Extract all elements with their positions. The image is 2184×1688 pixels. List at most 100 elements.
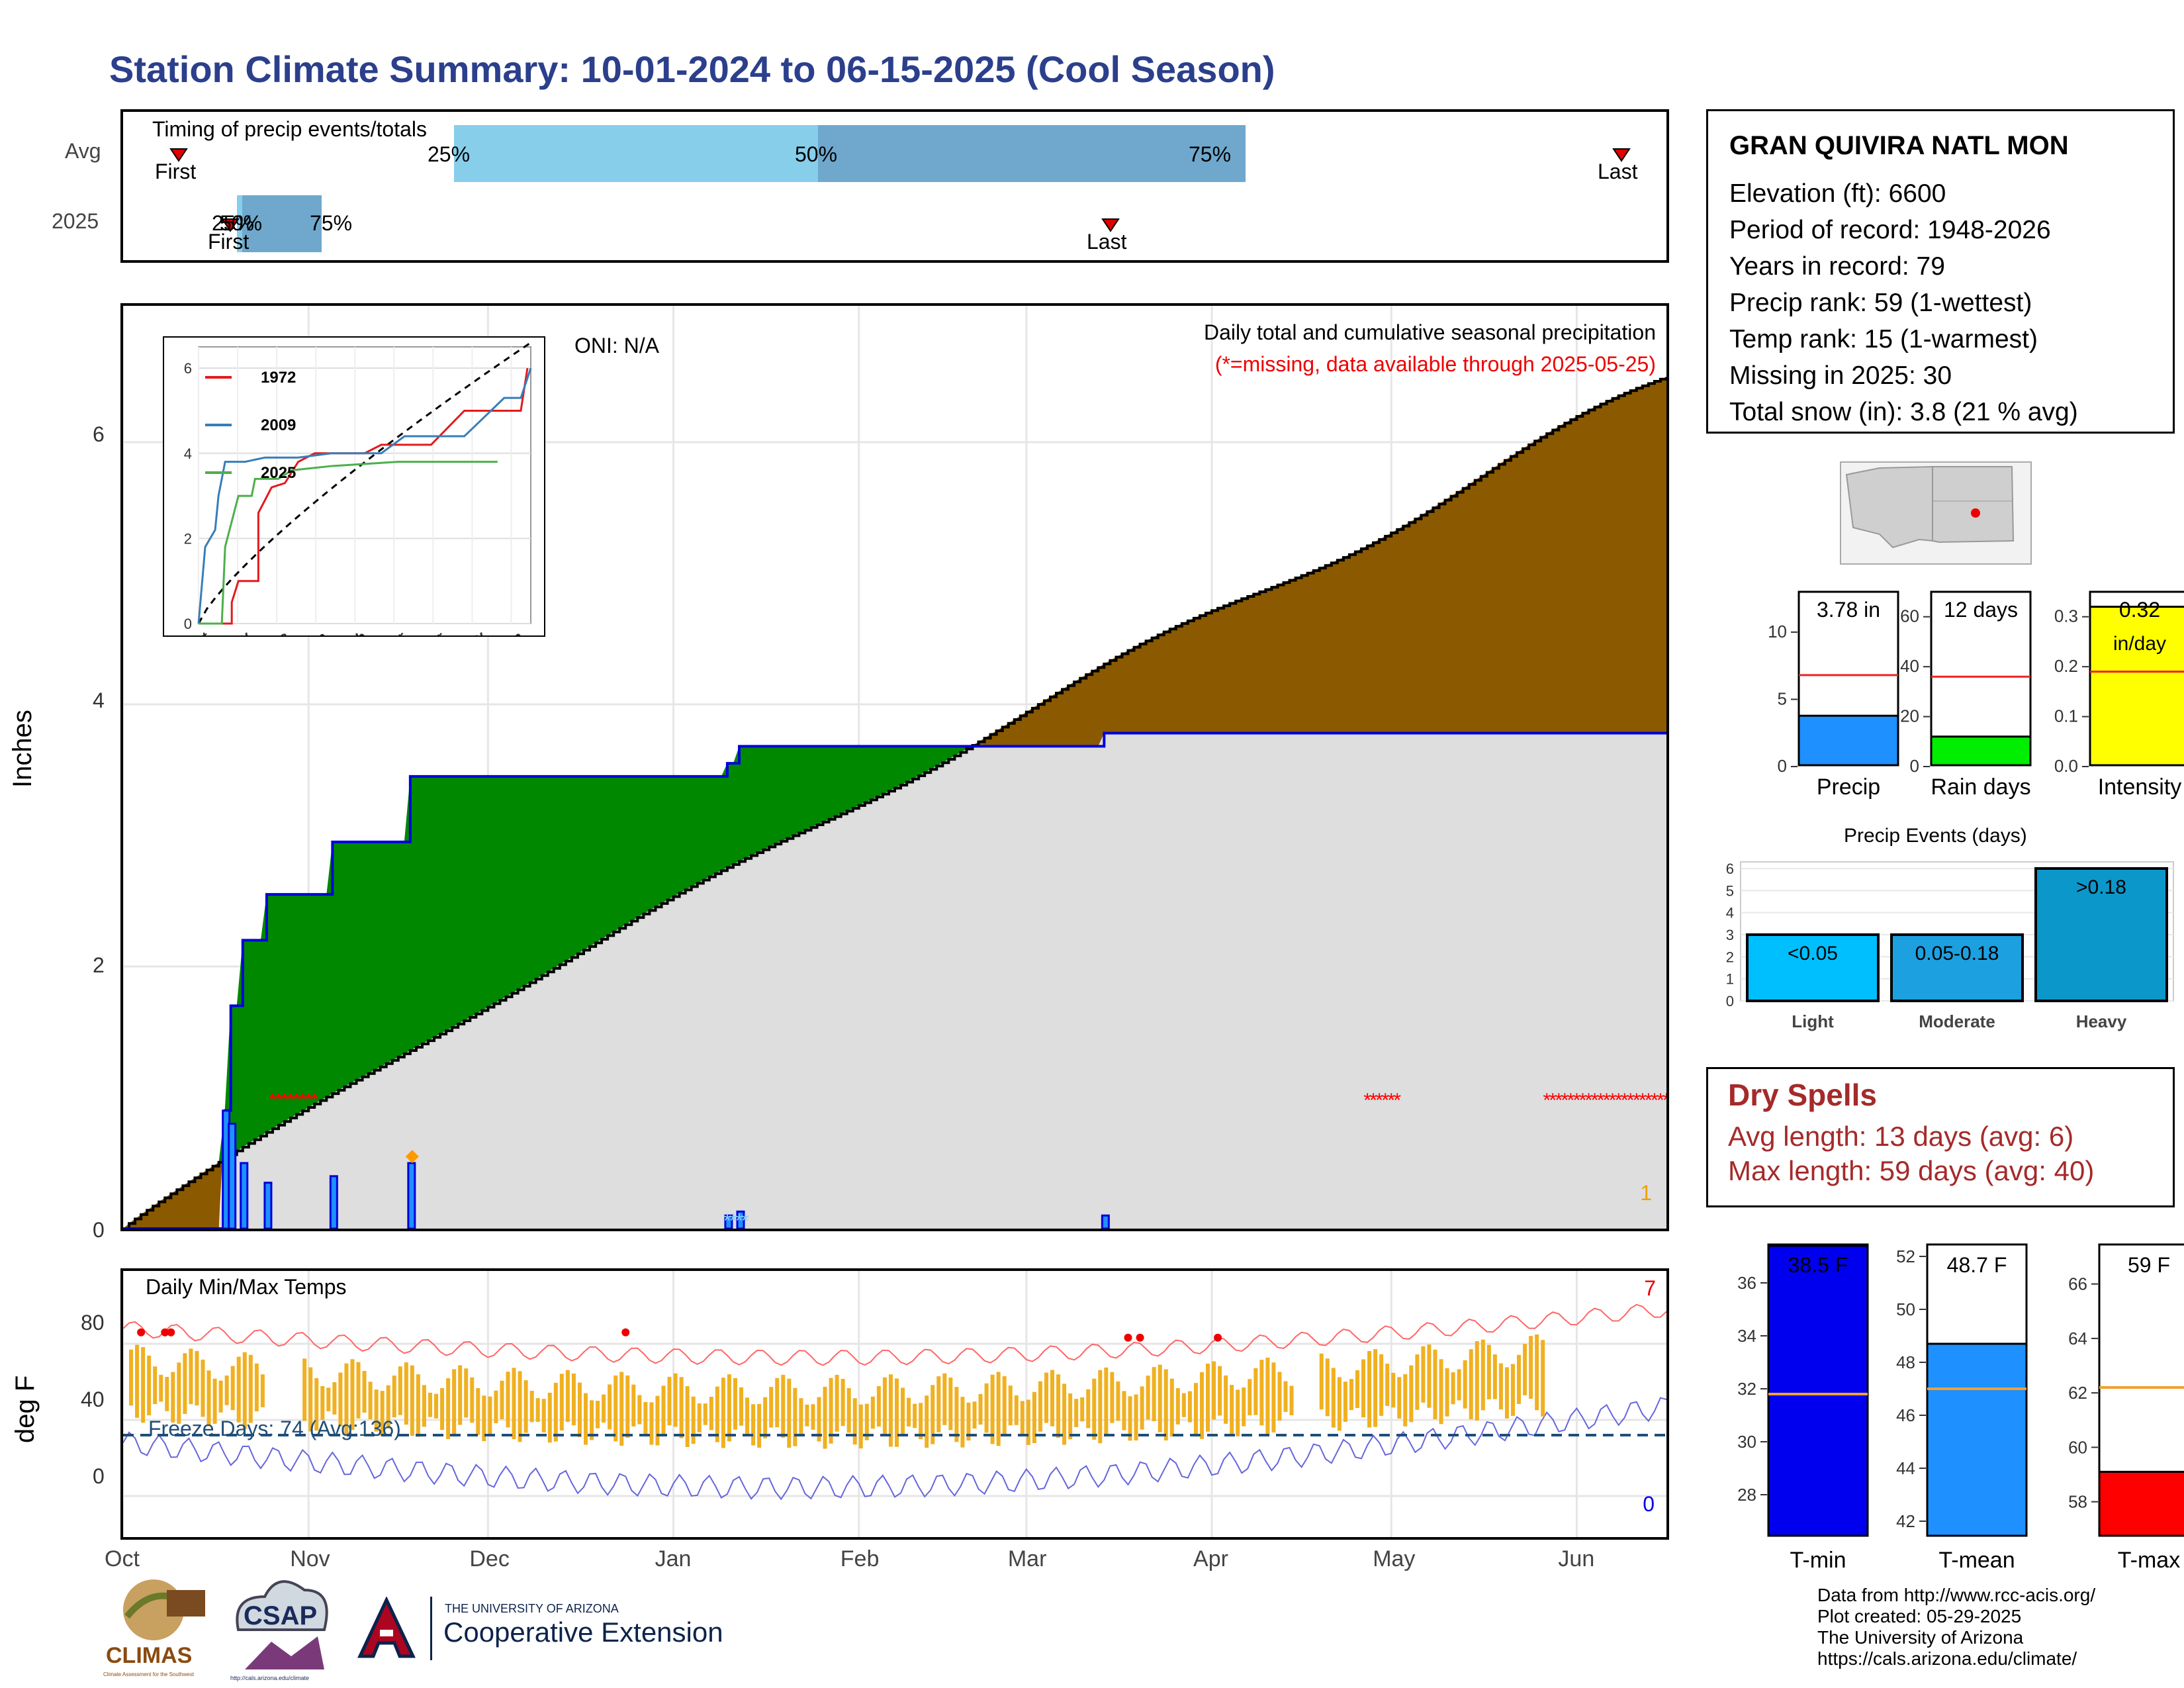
precip-bar-ticklabel-0-2: 10 xyxy=(1768,622,1787,641)
temp-daily-bar-91 xyxy=(667,1376,672,1426)
temp-daily-bar-101 xyxy=(727,1374,731,1442)
temp-ytick-40: 40 xyxy=(81,1387,105,1411)
locator-map xyxy=(1840,461,2032,565)
temp-daily-bar-166 xyxy=(1116,1381,1120,1421)
avg-q2-bar xyxy=(818,125,1246,182)
y2025-pct-25: 25% xyxy=(212,211,255,235)
temp-bar-value-0: 38.5 F xyxy=(1788,1253,1848,1277)
temp-bar-ticklabel-1-3: 48 xyxy=(1896,1352,1915,1372)
station-elevation: Elevation (ft): 6600 xyxy=(1729,179,1946,208)
temp-daily-bar-147 xyxy=(1002,1376,1007,1436)
temp-daily-bar-130 xyxy=(901,1387,905,1436)
temp-daily-bar-235 xyxy=(1529,1336,1533,1399)
temp-daily-bar-60 xyxy=(482,1395,486,1442)
temp-bar-ticklabel-1-4: 50 xyxy=(1896,1299,1915,1319)
station-name: GRAN QUIVIRA NATL MON xyxy=(1729,131,2069,160)
temp-daily-bar-96 xyxy=(697,1403,702,1432)
temp-bar-label-0: T-min xyxy=(1790,1548,1846,1573)
temp-daily-bar-49 xyxy=(416,1374,420,1437)
temp-daily-bar-210 xyxy=(1379,1354,1384,1416)
main-above-normal-area xyxy=(123,377,1666,1229)
temp-bar-ticklabel-1-5: 52 xyxy=(1896,1246,1915,1266)
temp-daily-bar-35 xyxy=(332,1382,337,1415)
temp-daily-bar-115 xyxy=(811,1404,815,1430)
missing-marker-2-252: * xyxy=(1627,1090,1635,1111)
temp-daily-bar-131 xyxy=(907,1397,911,1427)
temp-daily-bar-98 xyxy=(709,1397,713,1430)
temp-daily-bar-178 xyxy=(1187,1391,1192,1423)
inset-ytick-2: 4 xyxy=(184,445,192,462)
record-max-marker-4 xyxy=(1124,1333,1132,1342)
temp-daily-bar-194 xyxy=(1283,1381,1288,1412)
temp-daily-bar-99 xyxy=(715,1386,719,1442)
temp-daily-bar-102 xyxy=(733,1378,737,1430)
inset-xtick-3: Jan xyxy=(300,628,330,635)
temp-daily-bar-188 xyxy=(1248,1379,1252,1416)
temp-ytick-80: 80 xyxy=(81,1311,105,1335)
temp-daily-bar-177 xyxy=(1181,1393,1186,1417)
temp-bar-chart-0: 28 30 32 34 36 38.5 F T-min xyxy=(1737,1243,1869,1573)
temp-daily-bar-126 xyxy=(876,1385,881,1427)
temp-daily-bar-74 xyxy=(565,1370,570,1423)
temp-daily-bar-206 xyxy=(1355,1370,1359,1409)
temp-daily-bar-31 xyxy=(308,1367,313,1432)
temp-daily-bar-73 xyxy=(559,1374,564,1431)
dry-spells-avg: Avg length: 13 days (avg: 6) xyxy=(1728,1121,2074,1152)
precip-bar-label-1: Rain days xyxy=(1931,774,2030,800)
temp-bar-value-2: 59 F xyxy=(2128,1253,2170,1277)
precip-bar-fill-2 xyxy=(2089,606,2184,767)
inset-series-1972 xyxy=(199,367,529,625)
daily-precip-bar-2 xyxy=(240,1162,249,1229)
inset-ytick-3: 6 xyxy=(184,360,192,377)
csap-logo-subtext: http://cals.arizona.edu/climate xyxy=(230,1675,309,1681)
main-desc2: (*=missing, data available through 2025-… xyxy=(1214,352,1656,376)
temp-daily-bar-17 xyxy=(224,1375,229,1405)
temp-daily-bar-69 xyxy=(535,1398,540,1422)
avg-first-label: First xyxy=(155,160,197,183)
temp-chart-svg xyxy=(123,1271,1666,1537)
missing-marker-0-30: * xyxy=(298,1090,306,1111)
events-ytick-6: 6 xyxy=(1726,861,1734,877)
station-period: Period of record: 1948-2026 xyxy=(1729,216,2051,244)
missing-marker-1-208: * xyxy=(1363,1090,1371,1111)
temp-daily-bar-14 xyxy=(206,1370,211,1427)
inset-xtick-6: Apr xyxy=(417,628,447,635)
month-label-apr: Apr xyxy=(1193,1546,1228,1571)
inset-ytick-0: 0 xyxy=(184,616,192,632)
temp-daily-bar-143 xyxy=(978,1393,983,1425)
temp-daily-bar-46 xyxy=(398,1366,402,1415)
month-label-oct: Oct xyxy=(105,1546,140,1571)
main-ytick-0: 0 xyxy=(93,1218,105,1242)
footer-credits: Data from http://www.rcc-acis.org/ Plot … xyxy=(1817,1585,2095,1669)
temp-daily-bar-164 xyxy=(1104,1367,1109,1435)
temp-bar-ticklabel-0-0: 28 xyxy=(1737,1485,1756,1505)
temp-ytick-0: 0 xyxy=(93,1464,105,1488)
temp-daily-bar-214 xyxy=(1403,1374,1408,1427)
temp-daily-bar-237 xyxy=(1541,1340,1545,1417)
temp-daily-bar-204 xyxy=(1343,1382,1347,1422)
missing-marker-2-256: * xyxy=(1651,1090,1659,1111)
temp-daily-bar-203 xyxy=(1337,1377,1342,1431)
precip-bar-fill-1 xyxy=(1930,735,2032,767)
footer-url: https://cals.arizona.edu/climate/ xyxy=(1817,1648,2077,1669)
temp-daily-bar-42 xyxy=(374,1389,379,1432)
temp-daily-bar-47 xyxy=(404,1362,408,1425)
temp-daily-bar-172 xyxy=(1152,1367,1156,1421)
temp-daily-bar-212 xyxy=(1391,1372,1396,1408)
main-base-area xyxy=(123,733,1666,1229)
temp-daily-bar-21 xyxy=(248,1354,253,1423)
missing-marker-0-31: * xyxy=(304,1090,312,1111)
avg-last-label: Last xyxy=(1598,160,1638,183)
temp-daily-bar-136 xyxy=(936,1376,941,1432)
record-max-marker-1 xyxy=(161,1328,169,1336)
temp-daily-bar-236 xyxy=(1535,1334,1539,1411)
precip-bar-ticklabel-2-0: 0.0 xyxy=(2054,756,2078,776)
temp-daily-bar-89 xyxy=(655,1395,660,1446)
inset-legend-label-1972: 1972 xyxy=(261,369,296,387)
temp-daily-bar-55 xyxy=(452,1369,457,1436)
temp-bar-ticklabel-1-1: 44 xyxy=(1896,1458,1915,1478)
temp-daily-bar-76 xyxy=(577,1382,582,1438)
missing-marker-2-242: * xyxy=(1567,1090,1575,1111)
avg-q1-bar xyxy=(454,125,818,182)
events-ytick-1: 1 xyxy=(1726,971,1734,988)
